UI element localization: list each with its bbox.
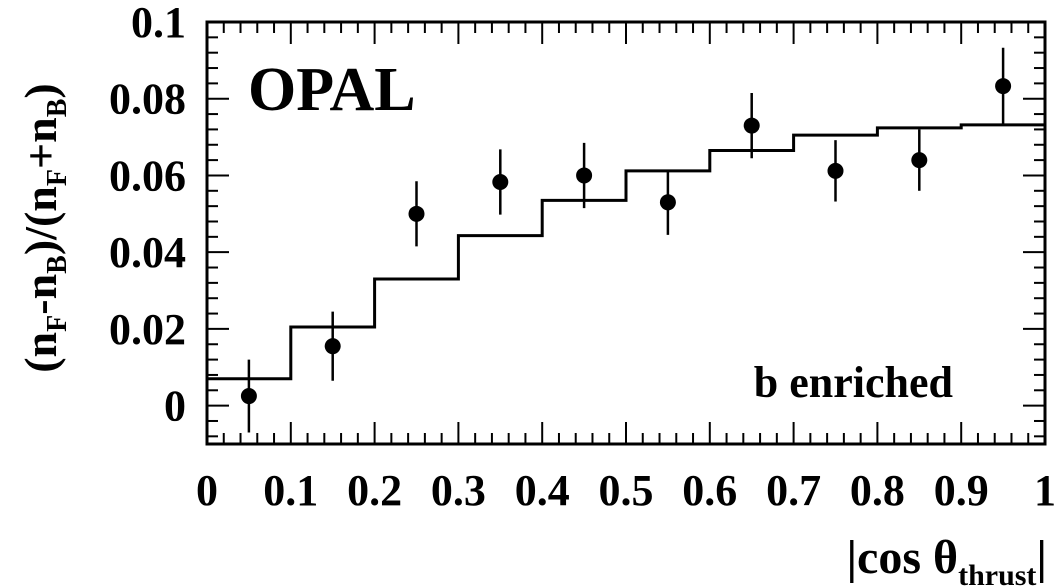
y-tick-label: 0 (164, 382, 186, 431)
annotation-label: b enriched (754, 358, 953, 407)
data-point (492, 173, 509, 190)
prediction-step-line (207, 123, 1045, 381)
x-axis-title-sub: thrust (958, 559, 1036, 587)
y-tick-label: 0.1 (131, 0, 186, 47)
data-point-group (576, 142, 593, 209)
opal-label: OPAL (248, 56, 416, 124)
x-tick-label: 0.6 (682, 466, 737, 515)
data-point (240, 388, 257, 405)
x-axis-title: |cos θthrust| (846, 531, 1047, 587)
data-point (743, 117, 760, 134)
y-tick-labels: 0 0.02 0.04 0.06 0.08 0.1 (109, 0, 186, 431)
x-tick-label: 0.1 (263, 466, 318, 515)
x-tick-label: 0 (196, 466, 218, 515)
x-axis-title-end: | (1036, 531, 1047, 584)
data-point (408, 205, 425, 222)
y-title-p7: B (42, 99, 73, 118)
data-point-group (324, 311, 341, 381)
y-title-p5: F (42, 169, 73, 186)
prediction-histogram (207, 123, 1045, 381)
data-point (827, 162, 844, 179)
data-point-group (408, 181, 425, 247)
y-title-p3: B (42, 255, 73, 274)
y-tick-label: 0.08 (109, 75, 186, 124)
axis-ticks (206, 21, 1046, 444)
y-tick-label: 0.02 (109, 305, 186, 354)
y-axis-title: (nF-nB)/(nF+nB) (15, 83, 73, 373)
data-point (659, 194, 676, 211)
x-tick-label: 0.8 (850, 466, 905, 515)
data-point-group (743, 92, 760, 159)
y-title-p2: -n (15, 274, 66, 315)
y-title-p1: F (42, 315, 73, 332)
data-points (240, 47, 1012, 433)
x-tick-label: 0.7 (766, 466, 821, 515)
x-axis-title-main: |cos θ (846, 531, 958, 584)
x-tick-label: 0.9 (934, 466, 989, 515)
data-point (911, 152, 928, 169)
data-point-group (240, 359, 257, 433)
y-title-p8: ) (15, 83, 66, 98)
x-tick-labels: 0 0.1 0.2 0.3 0.4 0.5 0.6 0.7 0.8 0.9 1 (196, 466, 1056, 515)
y-tick-label: 0.06 (109, 151, 186, 200)
x-tick-label: 0.4 (515, 466, 570, 515)
data-point-group (492, 149, 509, 215)
y-title-p0: (n (15, 332, 66, 373)
x-tick-label: 0.2 (347, 466, 402, 515)
data-point-group (911, 129, 928, 191)
y-tick-label: 0.04 (109, 228, 186, 277)
data-point-group (827, 140, 844, 202)
data-point-group (995, 47, 1012, 125)
data-point-group (659, 169, 676, 235)
y-title-p6: +n (15, 117, 66, 169)
y-title-p4: )/(n (15, 186, 66, 255)
x-tick-label: 1 (1034, 466, 1056, 515)
data-point (324, 338, 341, 355)
data-point (576, 167, 593, 184)
x-tick-label: 0.3 (431, 466, 486, 515)
x-tick-label: 0.5 (599, 466, 654, 515)
data-point (995, 78, 1012, 95)
